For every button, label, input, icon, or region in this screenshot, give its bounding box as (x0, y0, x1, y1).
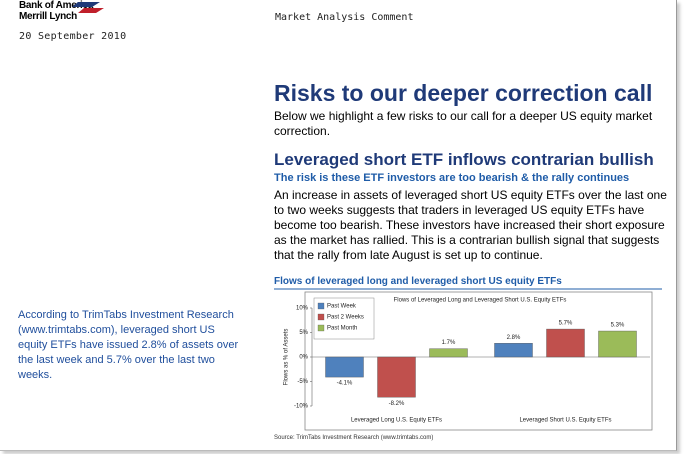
logo-icon (72, 2, 104, 13)
sidebar: According to TrimTabs Investment Researc… (18, 309, 239, 381)
bar (325, 356, 364, 378)
bar (377, 356, 416, 398)
subtitle: Leveraged short ETF inflows contrarian b… (274, 150, 654, 169)
y-tick-label: -5% (297, 379, 308, 385)
figure-caption: Flows of leveraged long and leveraged sh… (274, 276, 562, 287)
y-tick-label: 5% (299, 330, 308, 336)
intro: Below we highlight a few risks to our ca… (274, 109, 653, 138)
date: 20 September 2010 (19, 31, 127, 42)
legend-label: Past Month (327, 326, 357, 332)
bar (546, 328, 585, 358)
x-tick-label: Leveraged Long U.S. Equity ETFs (351, 418, 442, 424)
tagline: The risk is these ETF investors are too … (274, 172, 630, 184)
bar (494, 343, 533, 358)
section-label: Market Analysis Comment (275, 12, 414, 23)
y-tick-label: 0% (299, 355, 308, 361)
chart-title: Flows of Leveraged Long and Leveraged Sh… (394, 298, 567, 304)
source: Source: TrimTabs Investment Research (ww… (274, 435, 434, 441)
article-title: Risks to our deeper correction call (274, 80, 653, 106)
legend-label: Past 2 Weeks (327, 315, 364, 321)
legend-swatch (317, 324, 325, 332)
value-label: 1.7% (442, 340, 456, 346)
legend-swatch (317, 302, 325, 310)
logo-line: Bank of America (19, 0, 94, 11)
value-label: 5.3% (611, 323, 625, 329)
value-label: 5.7% (559, 321, 573, 327)
value-label: -4.1% (337, 381, 353, 387)
value-label: 2.8% (507, 335, 521, 341)
legend-label: Past Week (327, 304, 357, 310)
logo-line: Merrill Lynch (19, 11, 77, 22)
value-label: -8.2% (389, 401, 405, 407)
bar (429, 348, 468, 358)
x-tick-label: Leveraged Short U.S. Equity ETFs (519, 418, 611, 424)
body: An increase in assets of leveraged short… (274, 188, 667, 262)
bar (598, 330, 637, 358)
y-tick-label: -10% (294, 404, 309, 410)
y-tick-label: 10% (296, 306, 309, 312)
y-axis-label: Flows as % of Assets (284, 329, 290, 386)
legend-swatch (317, 313, 325, 321)
